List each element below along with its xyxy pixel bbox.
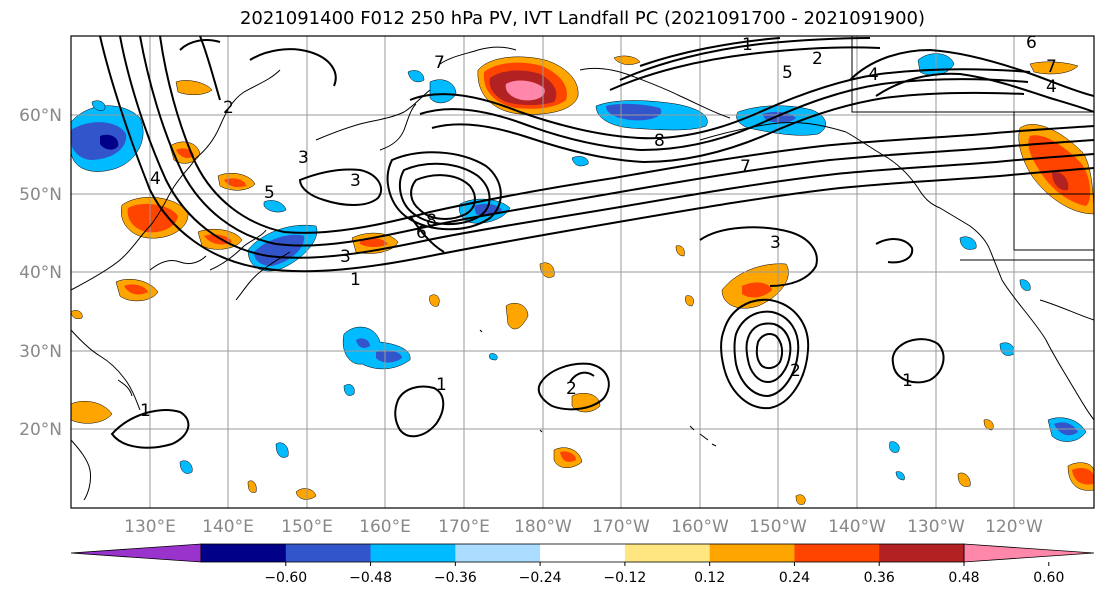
colorbar-segment — [455, 544, 541, 562]
colorbar-extension-high — [963, 543, 1095, 563]
contour-label: 7 — [740, 157, 751, 177]
colorbar-tick-label: 0.48 — [948, 570, 979, 586]
lat-tick-label: 40°N — [19, 263, 62, 283]
latitude-labels: 60°N 50°N 40°N 30°N 20°N — [19, 106, 62, 440]
lon-tick-label: 180°W — [514, 517, 572, 537]
contour-label: 1 — [350, 270, 361, 290]
lon-tick-label: 130°E — [124, 517, 176, 537]
contour-label: 4 — [1046, 77, 1057, 97]
longitude-labels: 130°E 140°E 150°E 160°E 170°E 180°W 170°… — [124, 517, 1043, 537]
lon-tick-label: 150°W — [749, 517, 807, 537]
contour-lines — [99, 36, 1094, 449]
contour-label: 8 — [654, 131, 665, 151]
lat-tick-label: 30°N — [19, 342, 62, 362]
lat-tick-label: 50°N — [19, 185, 62, 205]
contour-label: 4 — [868, 65, 879, 85]
colorbar-tick-label: −0.48 — [349, 570, 392, 586]
lon-tick-label: 170°E — [438, 517, 490, 537]
lon-tick-label: 120°W — [985, 517, 1043, 537]
contour-label: 3 — [350, 171, 361, 191]
contour-label: 1 — [742, 35, 753, 55]
colorbar: −0.60 −0.48 −0.36 −0.24 −0.12 0.12 0.24 0.36 0.4… — [70, 543, 1095, 586]
colorbar-tick-label: 0.12 — [694, 570, 725, 586]
contour-label: 3 — [770, 233, 781, 253]
colorbar-segment — [794, 544, 880, 562]
colorbar-tick-label: 0.24 — [779, 570, 810, 586]
contour-label: 2 — [566, 379, 577, 399]
colorbar-extension-low — [70, 543, 202, 563]
contour-label: 5 — [782, 63, 793, 83]
contour-label: 7 — [1046, 57, 1057, 77]
colorbar-segment — [285, 544, 372, 562]
contour-label: 2 — [812, 49, 823, 69]
contour-label: 2 — [790, 361, 801, 381]
contour-label: 1 — [902, 371, 913, 391]
contour-label: 4 — [150, 169, 161, 189]
colorbar-tick-label: −0.12 — [603, 570, 646, 586]
colorbar-tick-label: −0.36 — [434, 570, 477, 586]
colorbar-segment — [370, 544, 456, 562]
colorbar-tick-label: 0.60 — [1033, 570, 1064, 586]
contour-label: 6 — [1026, 33, 1037, 53]
lon-tick-label: 160°W — [671, 517, 729, 537]
contour-label: 7 — [434, 53, 445, 73]
colorbar-segment — [540, 544, 626, 562]
lon-tick-label: 160°E — [359, 517, 411, 537]
lon-tick-label: 140°W — [828, 517, 886, 537]
map-frame — [70, 35, 1095, 509]
lon-tick-label: 130°W — [907, 517, 965, 537]
colorbar-segment — [709, 544, 795, 562]
colorbar-segment — [624, 544, 711, 562]
contour-label: 1 — [436, 375, 447, 395]
colorbar-tick-label: −0.60 — [264, 570, 307, 586]
lon-tick-label: 140°E — [202, 517, 254, 537]
contour-label: 3 — [298, 148, 309, 168]
contour-label: 3 — [340, 247, 351, 267]
colorbar-frame — [200, 543, 965, 563]
lon-tick-label: 150°E — [281, 517, 333, 537]
contour-label: 6 — [416, 223, 427, 243]
map-title: 2021091400 F012 250 hPa PV, IVT Landfall… — [239, 8, 926, 29]
contour-label: 8 — [426, 211, 437, 231]
lat-tick-label: 60°N — [19, 106, 62, 126]
lon-tick-label: 170°W — [592, 517, 650, 537]
colorbar-tick-label: 0.36 — [864, 570, 895, 586]
coastlines — [71, 36, 1094, 501]
contour-label: 1 — [140, 401, 151, 421]
contour-labels: 1 2 3 4 5 6 7 8 1 2 3 4 5 7 8 1 2 3 1 1 … — [140, 33, 1057, 421]
colorbar-segment — [879, 544, 965, 562]
colorbar-tick-label: −0.24 — [519, 570, 562, 586]
lat-tick-label: 20°N — [19, 420, 62, 440]
contour-label: 5 — [264, 183, 275, 203]
colorbar-segment — [201, 544, 287, 562]
contour-label: 2 — [223, 98, 234, 118]
